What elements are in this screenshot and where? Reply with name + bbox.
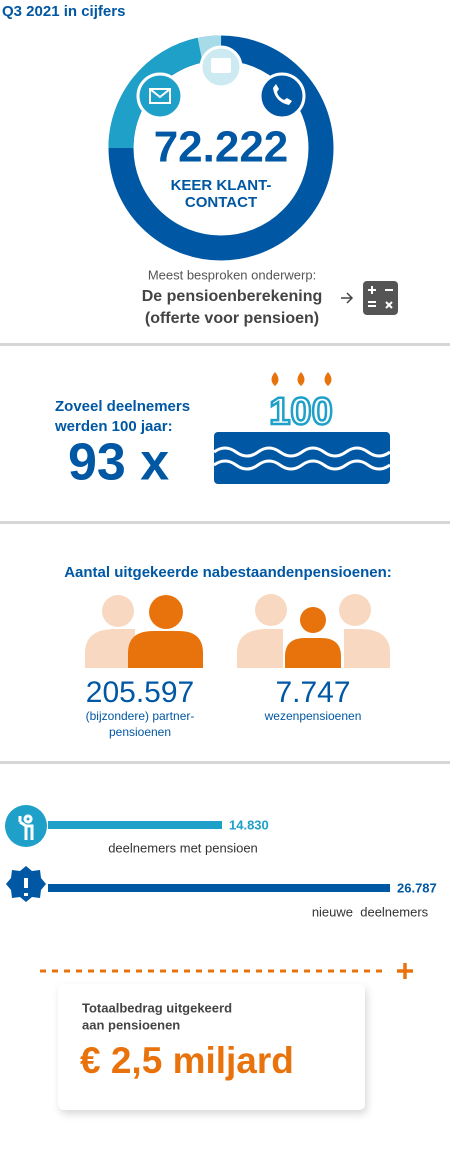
flames xyxy=(271,372,332,386)
stat-number: 7.747 xyxy=(275,676,350,709)
topic: (offerte voor pensioen) xyxy=(145,310,319,327)
bar-label: nieuwe deelnemers xyxy=(312,904,429,919)
phone-icon xyxy=(258,72,306,120)
label: werden 100 jaar: xyxy=(54,418,173,435)
bar-value: 26.787 xyxy=(397,880,437,895)
bar-label: deelnemers met pensioen xyxy=(108,840,258,855)
bar xyxy=(48,821,222,829)
title: Q3 2021 in cijfers xyxy=(2,3,125,20)
people-icon xyxy=(85,594,390,668)
cake-wave xyxy=(213,459,391,471)
topic-intro: Meest besproken onderwerp: xyxy=(148,267,316,282)
mail-glyph xyxy=(149,88,171,99)
contact-number: 72.222 xyxy=(154,123,289,172)
plus xyxy=(397,963,413,979)
cake-wave xyxy=(213,446,391,458)
divider xyxy=(0,521,450,524)
stat-number: 205.597 xyxy=(86,676,194,709)
count: 93 x xyxy=(68,434,169,492)
bar xyxy=(48,884,390,892)
topic: De pensioenberekening xyxy=(142,288,323,305)
bar-value: 14.830 xyxy=(229,817,269,832)
contact-label: KEER KLANT- xyxy=(171,177,272,194)
phone-glyph xyxy=(273,84,292,105)
calculator-icon xyxy=(363,281,398,315)
mail-glyph xyxy=(149,88,171,104)
stat-label: (bijzondere) partner- xyxy=(86,709,195,723)
total-label: aan pensioenen xyxy=(82,1017,180,1032)
section-title: Aantal uitgekeerde nabestaandenpensioene… xyxy=(64,564,392,581)
cake xyxy=(214,432,390,484)
stat-label: pensioenen xyxy=(109,725,171,739)
label: Zoveel deelnemers xyxy=(55,398,190,415)
calculator-glyph xyxy=(368,286,393,309)
card xyxy=(58,984,365,1110)
total-amount: € 2,5 miljard xyxy=(80,1040,294,1081)
divider xyxy=(0,343,450,346)
person-glyph xyxy=(18,814,34,840)
cake-text: 100 xyxy=(269,391,332,433)
arrow xyxy=(341,292,354,304)
contact-label: CONTACT xyxy=(185,194,257,211)
chat-glyph xyxy=(211,58,231,73)
total-label: Totaalbedrag uitgekeerd xyxy=(82,1000,232,1015)
stat-label: wezenpensioenen xyxy=(264,709,362,723)
divider xyxy=(0,761,450,764)
